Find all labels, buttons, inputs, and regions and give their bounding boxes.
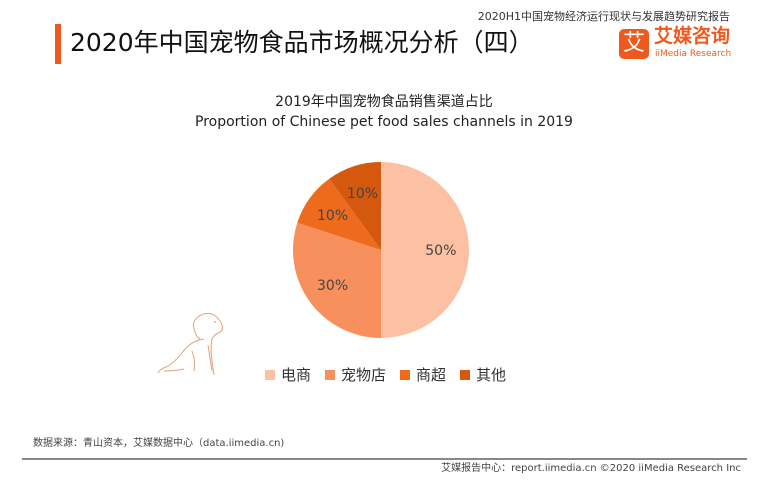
pie-data-label: 50% xyxy=(425,243,456,259)
pie-slice-1 xyxy=(293,222,381,338)
legend-label: 宠物店 xyxy=(341,366,387,384)
legend-swatch xyxy=(400,370,411,380)
pie-slice-2 xyxy=(297,178,381,250)
pie-data-label: 30% xyxy=(317,278,348,294)
legend-swatch xyxy=(460,370,471,380)
legend-label: 其他 xyxy=(476,366,507,384)
chart-legend: 电商 宠物店 商超 其他 xyxy=(265,366,506,384)
data-source: 数据来源：青山资本，艾媒数据中心（data.iimedia.cn) xyxy=(33,438,285,449)
legend-label: 商超 xyxy=(416,366,447,384)
pie-data-label: 10% xyxy=(317,208,348,224)
legend-swatch xyxy=(325,370,336,380)
legend-item: 商超 xyxy=(400,366,446,384)
legend-item: 电商 xyxy=(265,366,311,384)
brand-name: 艾媒咨询 xyxy=(654,25,731,47)
pie-slice-0 xyxy=(381,162,469,338)
page-title: 2020年中国宠物食品市场概况分析（四） xyxy=(70,28,534,57)
pie-data-label: 10% xyxy=(347,186,378,202)
legend-item: 其他 xyxy=(460,366,506,384)
brand-logo: 艾 xyxy=(619,29,649,59)
title-accent-bar xyxy=(55,24,61,64)
brand-name-en: iiMedia Research xyxy=(655,49,732,59)
footer-divider xyxy=(22,458,747,460)
dog-illustration xyxy=(157,312,223,376)
chart-title: 2019年中国宠物食品销售渠道占比 xyxy=(275,94,493,110)
legend-label: 电商 xyxy=(281,366,312,384)
legend-item: 宠物店 xyxy=(325,366,386,384)
chart-subtitle: Proportion of Chinese pet food sales cha… xyxy=(195,114,573,130)
pie-slice-3 xyxy=(329,162,381,250)
report-name: 2020H1中国宠物经济运行现状与发展趋势研究报告 xyxy=(477,10,730,23)
footer-credit: 艾媒报告中心：report.iimedia.cn ©2020 iiMedia R… xyxy=(441,463,741,474)
legend-swatch xyxy=(265,370,275,380)
